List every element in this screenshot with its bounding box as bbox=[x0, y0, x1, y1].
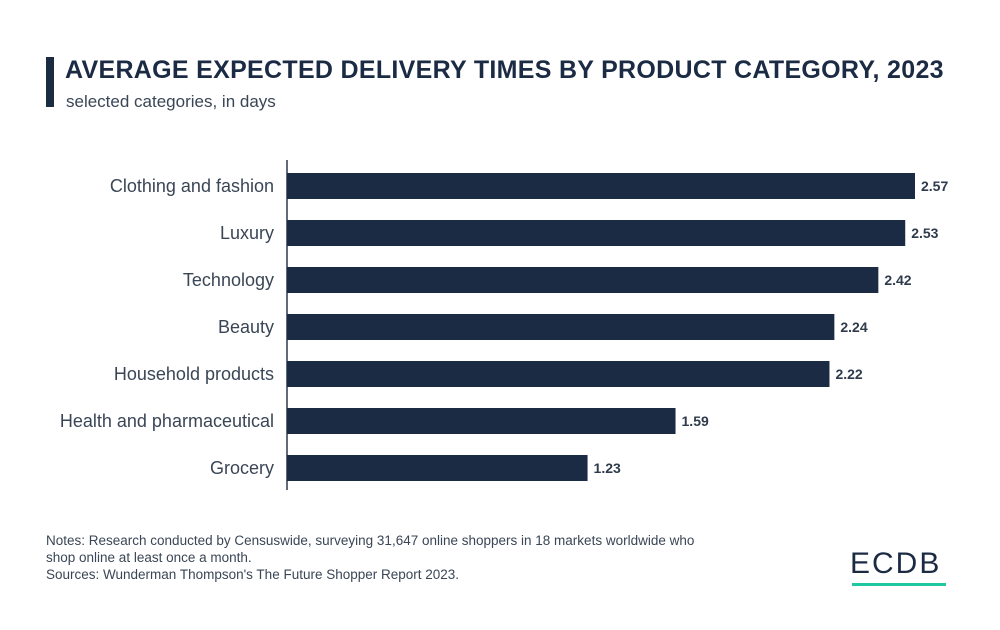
category-label: Technology bbox=[183, 270, 274, 290]
category-label: Grocery bbox=[210, 458, 274, 478]
title-accent-bar bbox=[46, 57, 54, 107]
ecdb-logo: ECDB bbox=[850, 547, 942, 580]
bar-health-and-pharmaceutical bbox=[287, 408, 676, 434]
bar-grocery bbox=[287, 455, 588, 481]
value-label: 2.53 bbox=[911, 225, 938, 241]
category-label: Luxury bbox=[220, 223, 274, 243]
bar-household-products bbox=[287, 361, 830, 387]
bar-clothing-and-fashion bbox=[287, 173, 915, 199]
value-label: 1.23 bbox=[594, 460, 621, 476]
value-label: 1.59 bbox=[682, 413, 709, 429]
category-label: Household products bbox=[114, 364, 274, 384]
bar-technology bbox=[287, 267, 879, 293]
value-label: 2.57 bbox=[921, 178, 948, 194]
category-label: Clothing and fashion bbox=[110, 176, 274, 196]
chart-subtitle: selected categories, in days bbox=[66, 92, 276, 111]
notes-line-1: Notes: Research conducted by Censuswide,… bbox=[46, 533, 695, 548]
sources-line: Sources: Wunderman Thompson's The Future… bbox=[46, 567, 460, 582]
value-label: 2.22 bbox=[835, 366, 862, 382]
category-label: Health and pharmaceutical bbox=[60, 411, 274, 431]
value-label: 2.24 bbox=[840, 319, 867, 335]
value-label: 2.42 bbox=[884, 272, 911, 288]
bar-luxury bbox=[287, 220, 906, 246]
bar-group: Clothing and fashion 2.57 Luxury 2.53 Techno… bbox=[60, 173, 948, 481]
chart-title: AVERAGE EXPECTED DELIVERY TIMES BY PRODU… bbox=[65, 56, 944, 84]
notes-line-2: shop online at least once a month. bbox=[46, 550, 252, 565]
logo-underline bbox=[852, 583, 946, 586]
notes: Notes: Research conducted by Censuswide,… bbox=[46, 532, 786, 583]
category-label: Beauty bbox=[218, 317, 274, 337]
bar-beauty bbox=[287, 314, 835, 340]
